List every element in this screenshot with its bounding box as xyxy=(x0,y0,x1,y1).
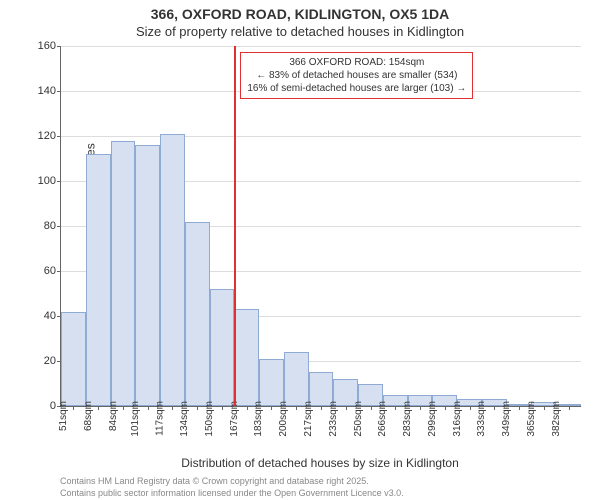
xtick-label: 84sqm xyxy=(108,401,119,431)
xtick-mark xyxy=(197,406,198,410)
marker-annotation: 366 OXFORD ROAD: 154sqm← 83% of detached… xyxy=(240,52,473,99)
chart-title-sub: Size of property relative to detached ho… xyxy=(0,24,600,39)
marker-line xyxy=(234,46,236,406)
ytick-mark xyxy=(57,181,61,182)
ytick-label: 100 xyxy=(16,175,56,187)
ytick-label: 140 xyxy=(16,85,56,97)
chart-title-main: 366, OXFORD ROAD, KIDLINGTON, OX5 1DA xyxy=(0,6,600,22)
chart-container: 366, OXFORD ROAD, KIDLINGTON, OX5 1DA Si… xyxy=(0,0,600,500)
ytick-label: 20 xyxy=(16,355,56,367)
xtick-mark xyxy=(321,406,322,410)
histogram-bar xyxy=(284,352,309,406)
xtick-label: 266sqm xyxy=(377,401,388,437)
xtick-label: 51sqm xyxy=(58,401,69,431)
annotation-line: ← 83% of detached houses are smaller (53… xyxy=(247,69,466,82)
histogram-bar xyxy=(135,145,160,406)
ytick-label: 120 xyxy=(16,130,56,142)
xtick-mark xyxy=(371,406,372,410)
ytick-label: 160 xyxy=(16,40,56,52)
xtick-mark xyxy=(296,406,297,410)
ytick-label: 40 xyxy=(16,310,56,322)
histogram-bar xyxy=(185,222,210,407)
histogram-bar xyxy=(111,141,136,407)
xtick-mark xyxy=(346,406,347,410)
xtick-mark xyxy=(247,406,248,410)
xtick-label: 134sqm xyxy=(179,401,190,437)
xtick-mark xyxy=(519,406,520,410)
xtick-label: 299sqm xyxy=(427,401,438,437)
grid-line xyxy=(61,136,581,137)
xtick-mark xyxy=(148,406,149,410)
xtick-label: 150sqm xyxy=(204,401,215,437)
xtick-mark xyxy=(544,406,545,410)
xtick-label: 349sqm xyxy=(501,401,512,437)
xtick-label: 200sqm xyxy=(278,401,289,437)
histogram-bar xyxy=(160,134,185,406)
xtick-label: 333sqm xyxy=(477,401,488,437)
xtick-mark xyxy=(395,406,396,410)
histogram-bar xyxy=(234,309,259,406)
histogram-bar xyxy=(259,359,284,406)
xtick-mark xyxy=(494,406,495,410)
annotation-line: 16% of semi-detached houses are larger (… xyxy=(247,82,466,95)
xtick-mark xyxy=(470,406,471,410)
grid-line xyxy=(61,46,581,47)
footer-line-1: Contains HM Land Registry data © Crown c… xyxy=(60,476,580,488)
ytick-mark xyxy=(57,46,61,47)
xtick-label: 101sqm xyxy=(130,401,141,437)
chart-footer: Contains HM Land Registry data © Crown c… xyxy=(60,476,580,499)
xtick-label: 217sqm xyxy=(303,401,314,437)
xtick-mark xyxy=(445,406,446,410)
xtick-mark xyxy=(123,406,124,410)
xtick-label: 233sqm xyxy=(328,401,339,437)
xtick-label: 365sqm xyxy=(526,401,537,437)
xtick-label: 68sqm xyxy=(83,401,94,431)
xtick-mark xyxy=(222,406,223,410)
ytick-mark xyxy=(57,226,61,227)
ytick-label: 60 xyxy=(16,265,56,277)
histogram-bar xyxy=(86,154,111,406)
xtick-label: 117sqm xyxy=(155,401,166,436)
xtick-label: 167sqm xyxy=(229,401,240,437)
ytick-label: 0 xyxy=(16,400,56,412)
xtick-mark xyxy=(420,406,421,410)
xtick-mark xyxy=(98,406,99,410)
xtick-label: 382sqm xyxy=(551,401,562,437)
xtick-label: 183sqm xyxy=(254,401,265,437)
histogram-bar xyxy=(61,312,86,407)
histogram-bar xyxy=(210,289,235,406)
xtick-mark xyxy=(73,406,74,410)
xtick-mark xyxy=(172,406,173,410)
xtick-mark xyxy=(271,406,272,410)
ytick-mark xyxy=(57,136,61,137)
xtick-mark xyxy=(569,406,570,410)
ytick-mark xyxy=(57,271,61,272)
xtick-label: 283sqm xyxy=(402,401,413,437)
ytick-mark xyxy=(57,91,61,92)
x-axis-label: Distribution of detached houses by size … xyxy=(60,456,580,470)
xtick-label: 250sqm xyxy=(353,401,364,437)
annotation-line: 366 OXFORD ROAD: 154sqm xyxy=(247,56,466,69)
ytick-label: 80 xyxy=(16,220,56,232)
footer-line-2: Contains public sector information licen… xyxy=(60,488,580,500)
plot-area: 51sqm68sqm84sqm101sqm117sqm134sqm150sqm1… xyxy=(60,46,581,407)
xtick-label: 316sqm xyxy=(452,401,463,437)
